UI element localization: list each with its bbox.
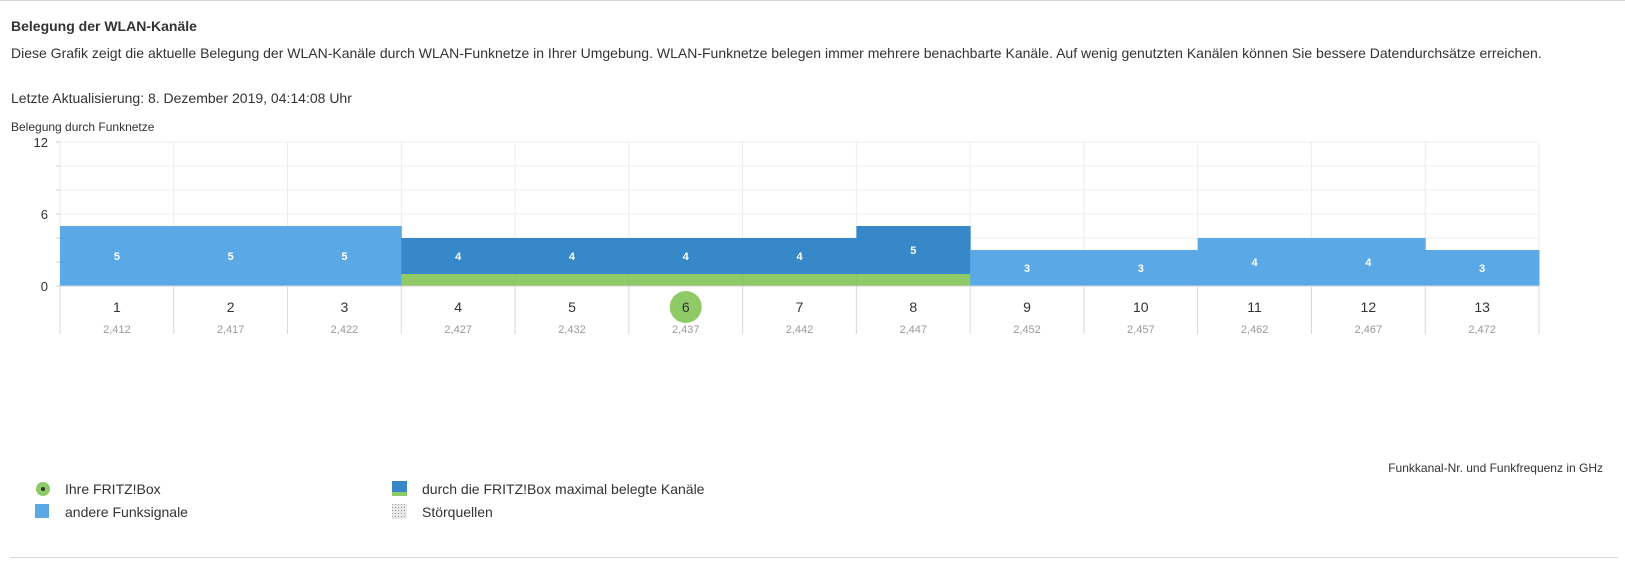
channel-bar [1197, 238, 1312, 286]
fritzbox-band [628, 274, 744, 286]
channel-bar [173, 226, 289, 286]
x-tick-label: 13 [1474, 299, 1490, 315]
bar-value-label: 4 [455, 251, 462, 263]
frequency-label: 2,457 [1127, 324, 1155, 336]
x-tick-label: 5 [568, 299, 576, 315]
y-tick-label: 6 [41, 207, 48, 222]
frequency-label: 2,467 [1355, 324, 1383, 336]
section-title: Belegung der WLAN-Kanäle [11, 18, 197, 34]
bar-value-label: 3 [1479, 263, 1485, 275]
x-tick-label: 7 [796, 299, 804, 315]
blue-square-icon [35, 504, 49, 518]
x-tick-label: 6 [682, 299, 690, 315]
channel-chart: 5 5 5 4 4 4 4 5 3 3 4 4 3 0 6 12 1 2,412 2 2,417 3 2,422 4 2,4… [34, 135, 1540, 336]
hatched-square-icon [392, 504, 407, 519]
legend-label-other-signals: andere Funksignale [65, 504, 188, 520]
section-description: Diese Grafik zeigt die aktuelle Belegung… [11, 45, 1542, 61]
x-tick-label: 8 [909, 299, 917, 315]
dark-blue-green-square-icon [392, 481, 407, 496]
fritzbox-band [856, 274, 971, 286]
legend-label-fritzbox: Ihre FRITZ!Box [65, 481, 161, 497]
bar-value-label: 3 [1138, 263, 1144, 275]
bar-value-label: 5 [114, 251, 120, 263]
frequency-label: 2,442 [786, 324, 814, 336]
fritzbox-band [742, 274, 857, 286]
channel-bar [60, 226, 175, 286]
x-tick-label: 4 [454, 299, 462, 315]
x-tick-label: 3 [341, 299, 349, 315]
frequency-label: 2,427 [444, 324, 472, 336]
channel-bar [1083, 250, 1199, 286]
x-tick-label: 11 [1247, 299, 1262, 315]
fritzbox-band [401, 274, 516, 286]
channel-bar [287, 226, 402, 286]
frequency-label: 2,422 [331, 324, 359, 336]
x-tick-label: 12 [1361, 299, 1377, 315]
legend-label-fritzbox-channels: durch die FRITZ!Box maximal belegte Kanä… [422, 481, 705, 497]
frequency-label: 2,437 [672, 324, 700, 336]
legend-label-interference: Störquellen [422, 504, 493, 520]
last-updated: Letzte Aktualisierung: 8. Dezember 2019,… [11, 90, 352, 106]
frequency-label: 2,452 [1013, 324, 1041, 336]
fritzbox-channel-marker [669, 291, 702, 323]
top-divider [0, 0, 1625, 1]
bar-value-label: 5 [228, 251, 234, 263]
x-tick-label: 2 [227, 299, 235, 315]
bar-value-label: 4 [683, 251, 690, 263]
x-tick-label: 9 [1023, 299, 1031, 315]
y-axis-label: Belegung durch Funknetze [11, 120, 155, 134]
bar-value-label: 5 [910, 245, 916, 257]
frequency-label: 2,412 [103, 324, 131, 336]
y-tick-label: 12 [34, 135, 48, 150]
x-axis-label: Funkkanal-Nr. und Funkfrequenz in GHz [1388, 461, 1603, 475]
x-tick-label: 10 [1133, 299, 1149, 315]
x-tick-label: 1 [113, 299, 121, 315]
frequency-label: 2,462 [1241, 324, 1269, 336]
bar-value-label: 4 [1365, 257, 1372, 269]
frequency-label: 2,447 [900, 324, 928, 336]
frequency-label: 2,472 [1468, 324, 1496, 336]
frequency-label: 2,417 [217, 324, 245, 336]
bar-value-label: 5 [341, 251, 347, 263]
bar-value-label: 4 [1252, 257, 1259, 269]
bar-value-label: 4 [569, 251, 576, 263]
bottom-divider [10, 557, 1618, 558]
channel-bar [1425, 250, 1540, 286]
fritzbox-band [515, 274, 630, 286]
frequency-label: 2,432 [558, 324, 586, 336]
y-tick-label: 0 [41, 279, 48, 294]
channel-bar [970, 250, 1085, 286]
channel-bar [1311, 238, 1426, 286]
bar-value-label: 3 [1024, 263, 1030, 275]
bar-value-label: 4 [796, 251, 803, 263]
fritzbox-dot-icon [36, 482, 50, 496]
